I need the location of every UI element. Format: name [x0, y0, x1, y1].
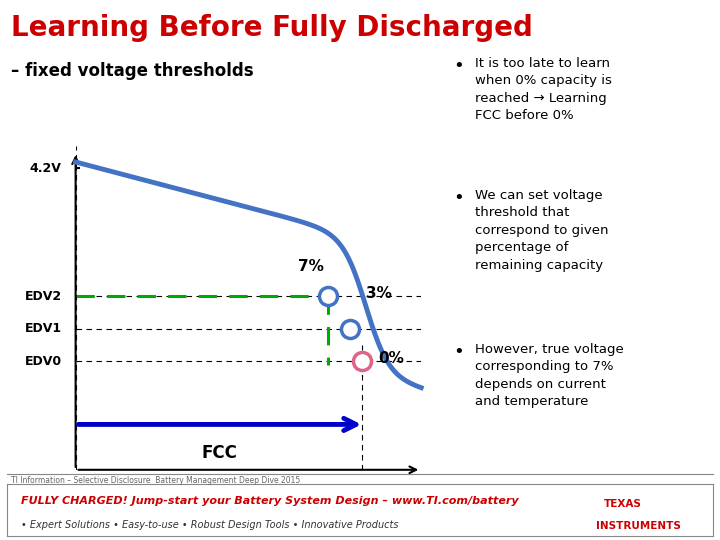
Text: It is too late to learn
when 0% capacity is
reached → Learning
FCC before 0%: It is too late to learn when 0% capacity…	[475, 57, 612, 122]
Text: 3%: 3%	[366, 286, 392, 301]
Text: • Expert Solutions • Easy-to-use • Robust Design Tools • Innovative Products: • Expert Solutions • Easy-to-use • Robus…	[22, 521, 399, 530]
Text: •: •	[454, 343, 464, 361]
Text: We can set voltage
threshold that
correspond to given
percentage of
remaining ca: We can set voltage threshold that corres…	[475, 189, 608, 272]
Text: EDV0: EDV0	[24, 355, 62, 368]
Text: FULLY CHARGED! Jump-start your Battery System Design – www.TI.com/battery: FULLY CHARGED! Jump-start your Battery S…	[22, 496, 519, 505]
Text: 7%: 7%	[297, 259, 323, 274]
Text: INSTRUMENTS: INSTRUMENTS	[596, 521, 681, 531]
Text: •: •	[454, 57, 464, 75]
Text: However, true voltage
corresponding to 7%
depends on current
and temperature: However, true voltage corresponding to 7…	[475, 343, 624, 408]
Text: 0%: 0%	[378, 350, 404, 366]
Text: – fixed voltage thresholds: – fixed voltage thresholds	[11, 62, 253, 80]
Text: TEXAS: TEXAS	[603, 499, 642, 509]
Text: 4.2V: 4.2V	[30, 162, 62, 175]
Text: EDV2: EDV2	[24, 290, 62, 303]
Text: Learning Before Fully Discharged: Learning Before Fully Discharged	[11, 14, 533, 42]
Text: EDV1: EDV1	[24, 322, 62, 335]
Text: FCC: FCC	[201, 444, 237, 462]
Text: TI Information – Selective Disclosure  Battery Management Deep Dive 2015: TI Information – Selective Disclosure Ba…	[11, 476, 300, 485]
Text: •: •	[454, 189, 464, 207]
